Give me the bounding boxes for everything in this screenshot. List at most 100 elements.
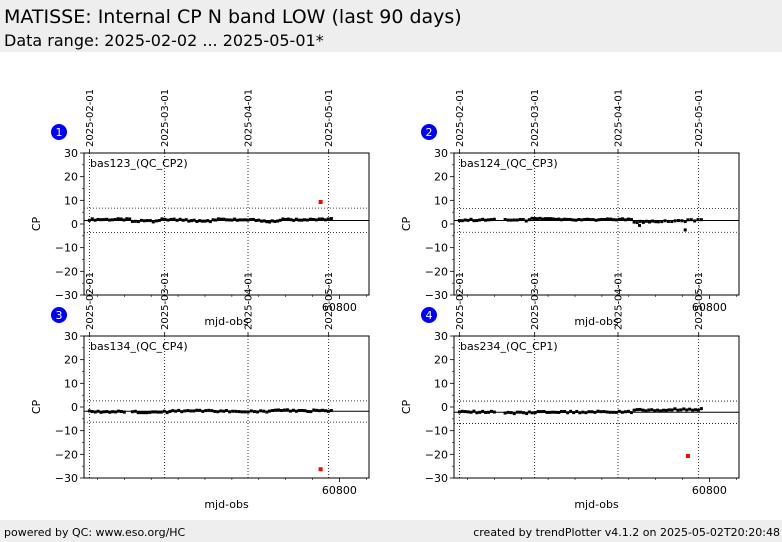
data-point bbox=[463, 218, 467, 222]
data-point bbox=[268, 220, 272, 224]
data-point bbox=[208, 220, 212, 224]
data-point bbox=[538, 216, 542, 220]
data-point bbox=[130, 410, 134, 414]
x-tick-label: 60800 bbox=[322, 484, 357, 497]
data-point bbox=[207, 408, 211, 412]
data-point bbox=[320, 217, 324, 221]
data-point bbox=[130, 219, 134, 223]
data-point bbox=[142, 411, 146, 415]
data-point bbox=[225, 409, 228, 413]
data-point bbox=[314, 218, 318, 222]
data-point bbox=[472, 409, 476, 413]
y-tick-label: 30 bbox=[434, 147, 448, 160]
data-point bbox=[125, 217, 129, 221]
data-point bbox=[192, 218, 196, 222]
data-point bbox=[326, 409, 330, 413]
panel-number-label: 1 bbox=[56, 126, 63, 139]
data-point bbox=[685, 408, 689, 412]
data-point bbox=[237, 410, 241, 414]
data-point bbox=[641, 220, 645, 224]
y-tick-label: 10 bbox=[64, 377, 78, 390]
data-point bbox=[216, 410, 220, 414]
data-point bbox=[326, 217, 330, 221]
data-point bbox=[635, 221, 639, 225]
data-point bbox=[136, 411, 140, 415]
data-point bbox=[670, 220, 674, 224]
data-point bbox=[259, 219, 263, 223]
data-point bbox=[184, 218, 188, 222]
data-point bbox=[190, 219, 194, 223]
data-point bbox=[315, 408, 319, 412]
data-point bbox=[305, 218, 309, 222]
data-point bbox=[600, 217, 604, 221]
data-point bbox=[594, 218, 598, 222]
data-point bbox=[509, 411, 513, 415]
data-point bbox=[162, 409, 166, 413]
outlier-point bbox=[318, 199, 323, 204]
data-point bbox=[542, 410, 546, 414]
data-point bbox=[574, 218, 578, 222]
data-point bbox=[151, 220, 155, 224]
data-point bbox=[289, 218, 293, 222]
data-point bbox=[506, 410, 510, 414]
data-point bbox=[641, 408, 645, 412]
data-point bbox=[294, 409, 298, 413]
data-point bbox=[329, 409, 333, 413]
data-point bbox=[635, 408, 639, 412]
data-point bbox=[677, 219, 681, 223]
data-point bbox=[693, 219, 697, 223]
data-point bbox=[241, 218, 245, 222]
data-point bbox=[618, 217, 622, 221]
data-point bbox=[216, 217, 220, 221]
data-point bbox=[166, 218, 170, 222]
data-point bbox=[265, 410, 269, 414]
data-point bbox=[584, 411, 588, 415]
data-point bbox=[165, 411, 169, 415]
data-point bbox=[656, 220, 660, 224]
data-point bbox=[670, 408, 674, 412]
data-point bbox=[300, 218, 304, 222]
data-point bbox=[673, 407, 677, 411]
y-tick-label: 20 bbox=[64, 171, 78, 184]
data-point bbox=[457, 219, 461, 223]
data-point bbox=[172, 217, 176, 221]
data-point bbox=[122, 218, 126, 222]
data-point bbox=[246, 410, 250, 414]
data-point bbox=[663, 219, 667, 223]
data-point bbox=[204, 409, 208, 413]
y-tick-label: −20 bbox=[55, 448, 78, 461]
data-point bbox=[554, 410, 558, 414]
date-tick-label: 2025-04-01 bbox=[244, 272, 255, 330]
data-point bbox=[225, 218, 228, 222]
data-point bbox=[160, 217, 164, 221]
data-point bbox=[683, 228, 687, 232]
x-axis-label: mjd-obs bbox=[204, 315, 249, 328]
data-point bbox=[575, 409, 579, 413]
data-point bbox=[518, 410, 522, 414]
data-point bbox=[198, 219, 202, 223]
data-point bbox=[535, 217, 539, 221]
data-point bbox=[503, 217, 507, 221]
data-point bbox=[530, 216, 534, 220]
data-point bbox=[262, 409, 266, 413]
data-point bbox=[638, 407, 642, 411]
data-point bbox=[178, 217, 182, 221]
data-point bbox=[666, 219, 670, 223]
data-point bbox=[271, 409, 275, 413]
data-point bbox=[597, 218, 601, 222]
panel-number-badge bbox=[421, 307, 437, 323]
data-point bbox=[543, 217, 547, 221]
y-tick-label: 0 bbox=[71, 401, 78, 414]
data-point bbox=[557, 217, 561, 221]
data-point bbox=[297, 218, 301, 222]
data-point bbox=[278, 218, 282, 222]
data-point bbox=[679, 408, 683, 412]
y-tick-label: −20 bbox=[55, 265, 78, 278]
data-point bbox=[243, 218, 247, 222]
data-point bbox=[175, 218, 179, 222]
y-tick-label: 20 bbox=[64, 354, 78, 367]
data-point bbox=[632, 220, 636, 224]
data-point bbox=[228, 410, 232, 414]
data-point bbox=[128, 217, 132, 221]
y-tick-label: −10 bbox=[425, 425, 448, 438]
